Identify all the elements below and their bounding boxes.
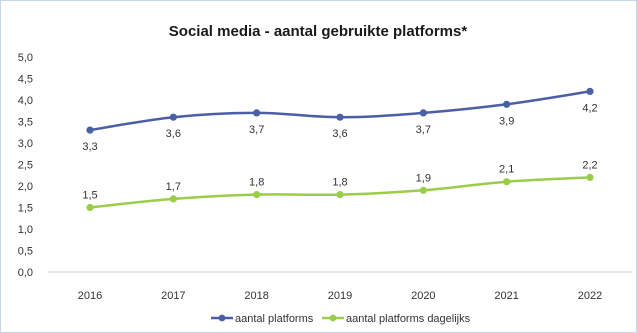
data-label: 1,9 (416, 172, 431, 184)
legend-label: aantal platforms (235, 313, 314, 325)
data-label: 4,2 (582, 102, 597, 114)
y-tick-label: 3,5 (18, 117, 33, 129)
data-label: 1,8 (332, 177, 347, 189)
data-point (86, 126, 94, 134)
x-tick-label: 2021 (494, 290, 518, 302)
y-tick-label: 5,0 (18, 52, 33, 64)
y-tick-label: 1,5 (18, 203, 33, 215)
x-tick-label: 2018 (244, 290, 268, 302)
data-point (336, 113, 344, 121)
data-point (586, 87, 594, 95)
x-tick-label: 2020 (411, 290, 435, 302)
y-tick-label: 4,0 (18, 95, 33, 107)
data-point (86, 203, 94, 212)
data-point (253, 109, 261, 117)
chart-title: Social media - aantal gebruikte platform… (169, 23, 468, 40)
data-point (169, 195, 177, 203)
legend-item: aantal platforms dagelijks (322, 313, 471, 325)
data-point (419, 186, 427, 194)
x-tick-label: 2017 (161, 290, 185, 302)
x-tick-label: 2022 (578, 290, 602, 302)
y-tick-label: 0,5 (18, 246, 33, 258)
legend: aantal platforms aantal platforms dagelij… (211, 313, 471, 325)
y-axis: 0,0 0,5 1,0 1,5 2,0 2,5 3,0 3,5 4,0 4,5 5,0 (18, 52, 33, 279)
data-label: 3,7 (416, 124, 431, 136)
x-tick-label: 2016 (78, 290, 102, 302)
data-label: 3,6 (332, 128, 347, 140)
data-label: 1,5 (82, 190, 97, 202)
legend-swatch-marker (329, 314, 337, 322)
x-tick-label: 2019 (328, 290, 352, 302)
y-tick-label: 2,0 (18, 181, 33, 193)
legend-label: aantal platforms dagelijks (346, 313, 471, 325)
series-layer: 3,3 3,6 3,7 3,6 3,7 3,9 4,2 1,5 1,7 1,8 1,8 1,9 2,1 2… (82, 87, 598, 212)
x-axis: 2016 2017 2018 2019 2020 2021 2022 (78, 290, 602, 302)
data-point (586, 173, 594, 181)
y-tick-label: 1,0 (18, 224, 33, 236)
data-point (503, 178, 511, 186)
series-line (89, 90, 591, 132)
series-1: 3,3 3,6 3,7 3,6 3,7 3,9 4,2 (82, 87, 598, 153)
y-tick-label: 2,5 (18, 160, 33, 172)
y-tick-label: 0,0 (18, 267, 33, 279)
data-label: 3,9 (499, 115, 514, 127)
data-label: 3,3 (82, 141, 97, 153)
data-label: 1,7 (166, 181, 181, 193)
data-point (253, 191, 261, 199)
data-label: 3,6 (166, 128, 181, 140)
legend-item: aantal platforms (211, 313, 314, 325)
legend-swatch-marker (218, 314, 226, 322)
data-point (419, 109, 427, 117)
y-tick-label: 3,0 (18, 138, 33, 150)
data-point (336, 191, 344, 199)
y-tick-label: 4,5 (18, 74, 33, 86)
data-point (503, 100, 511, 108)
data-label: 1,8 (249, 177, 264, 189)
series-2: 1,5 1,7 1,8 1,8 1,9 2,1 2,2 (82, 159, 598, 212)
data-label: 2,1 (499, 164, 514, 176)
data-label: 3,7 (249, 124, 264, 136)
data-point (169, 113, 177, 121)
data-label: 2,2 (582, 159, 597, 171)
